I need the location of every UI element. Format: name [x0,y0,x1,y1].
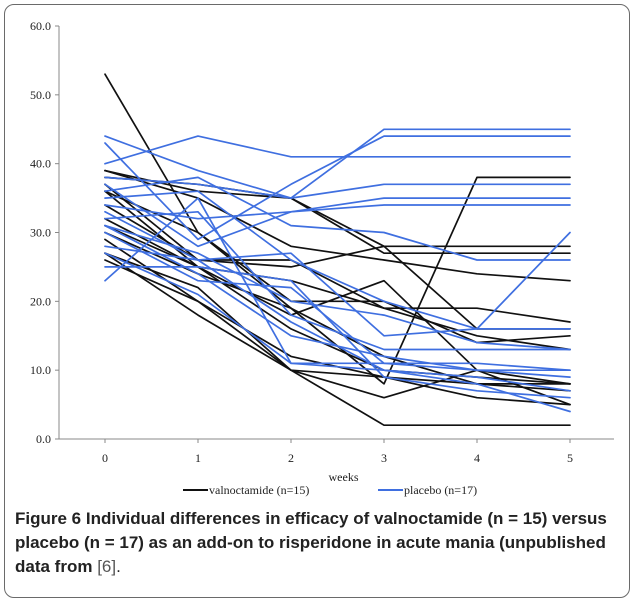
chart-axes: 0.0 10.0 20.0 30.0 40.0 50.0 60.0 0 1 2 3 4 5 weeks [30,19,614,484]
y-tick-label: 60.0 [30,19,51,33]
x-tick-label: 0 [102,451,108,465]
placebo-line-6 [104,176,571,261]
valnoctamide-line-13 [104,252,571,406]
x-tick-label: 2 [288,451,294,465]
x-tick-label: 3 [381,451,387,465]
caption-label: Figure 6 [15,509,82,528]
placebo-line-7 [104,190,571,330]
valnoctamide-line-3 [104,169,571,282]
chart-series-lines [104,73,571,427]
placebo-line-14 [104,245,571,392]
y-tick-label: 20.0 [30,294,51,308]
placebo-line-4 [104,176,571,199]
valnoctamide-line-1 [104,73,571,344]
placebo-line-1 [104,128,571,199]
valnoctamide-line-5 [104,183,571,323]
placebo-line-2 [104,135,571,241]
placebo-line-13 [104,231,571,372]
placebo-line-8 [104,197,571,220]
valnoctamide-line-2 [104,169,571,248]
caption-text: Individual differences in efficacy of va… [15,509,607,576]
placebo-line-9 [104,210,571,337]
placebo-line-5 [104,183,571,248]
y-tick-label: 50.0 [30,88,51,102]
y-tick-label: 40.0 [30,157,51,171]
placebo-line-16 [104,266,571,399]
valnoctamide-line-10 [104,224,571,385]
placebo-line-15 [104,252,571,413]
line-chart: 0.0 10.0 20.0 30.0 40.0 50.0 60.0 0 1 2 3 4 5 weeks v… [30,19,614,497]
legend-label-placebo: placebo (n=17) [404,483,477,497]
y-tick-label: 30.0 [30,226,51,240]
valnoctamide-line-12 [104,238,571,385]
figure-caption: Figure 6 Individual differences in effic… [15,507,615,579]
valnoctamide-line-14 [104,252,571,427]
y-tick-label: 10.0 [30,363,51,377]
x-axis-title: weeks [329,470,359,484]
legend-label-valnoctamide: valnoctamide (n=15) [209,483,309,497]
x-tick-label: 4 [474,451,480,465]
x-tick-label: 1 [195,451,201,465]
x-tick-label: 5 [567,451,573,465]
chart-legend: valnoctamide (n=15) placebo (n=17) [183,483,477,497]
caption-reference-link[interactable]: [6] [97,557,117,576]
placebo-line-17 [104,197,571,372]
caption-end: . [116,557,121,576]
valnoctamide-line-9 [104,217,571,385]
placebo-line-3 [104,135,571,165]
placebo-line-11 [104,224,571,351]
y-tick-label: 0.0 [36,432,51,446]
